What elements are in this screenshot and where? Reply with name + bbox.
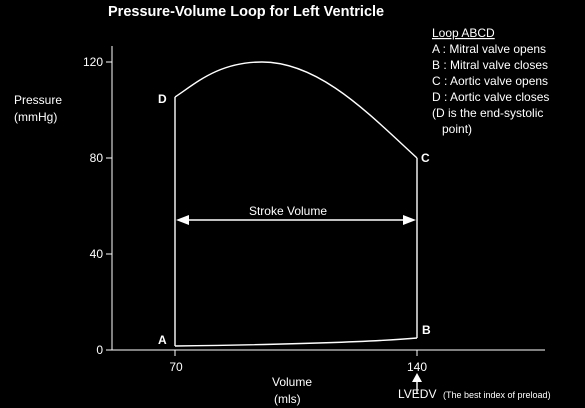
y-tick-label-40: 40	[90, 247, 104, 261]
left-arrowhead-icon	[176, 215, 189, 225]
ejection-curve-c-d	[174, 61, 418, 159]
point-label-d: D	[158, 92, 167, 106]
legend-item: B : Mitral valve closes	[432, 58, 548, 72]
lvedv-note: (The best index of preload)	[443, 390, 551, 400]
point-label-b: B	[422, 323, 431, 337]
up-arrow-icon	[412, 373, 422, 382]
filling-curve-a-b	[174, 337, 418, 347]
x-axis-unit-label: (mls)	[274, 392, 301, 406]
point-label-c: C	[421, 151, 430, 165]
legend-item: C : Aortic valve opens	[432, 74, 548, 88]
y-tick-label-0: 0	[96, 343, 103, 357]
y-tick-label-80: 80	[90, 151, 104, 165]
lvedv-label: LVEDV	[398, 387, 436, 401]
y-axis-label: Pressure	[14, 93, 62, 107]
x-axis-label: Volume	[272, 375, 312, 389]
legend-item: D : Aortic valve closes	[432, 90, 549, 104]
x-tick-label-70: 70	[169, 360, 183, 374]
diagram-title: Pressure-Volume Loop for Left Ventricle	[108, 4, 384, 20]
point-label-a: A	[158, 333, 167, 347]
y-tick-label-120: 120	[83, 55, 103, 69]
x-tick-label-140: 140	[407, 360, 427, 374]
legend-note-continued: point)	[442, 122, 472, 136]
stroke-volume-label: Stroke Volume	[249, 204, 327, 218]
y-axis-unit-label: (mmHg)	[14, 110, 57, 124]
legend-item: A : Mitral valve opens	[432, 42, 546, 56]
legend-heading: Loop ABCD	[432, 26, 495, 40]
right-arrowhead-icon	[403, 215, 416, 225]
legend-note: (D is the end-systolic	[432, 106, 543, 120]
